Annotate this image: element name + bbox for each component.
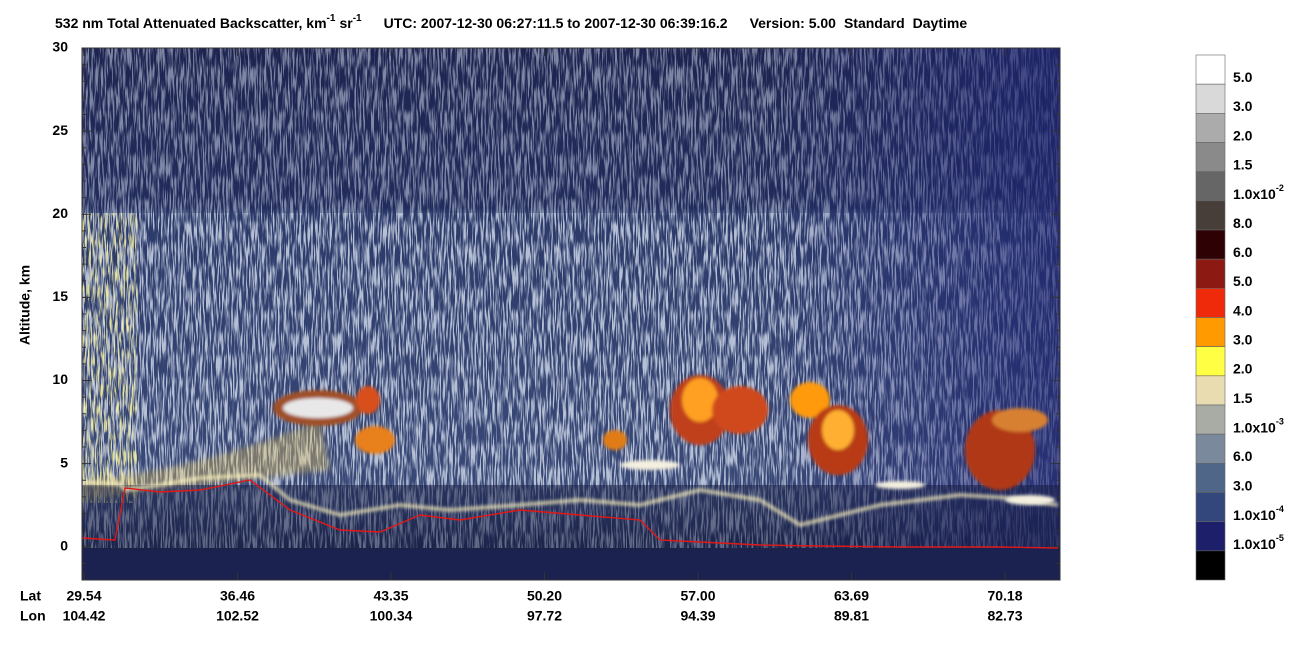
colorbar-swatch xyxy=(1195,113,1226,143)
colorbar-label-base: 1.0x10 xyxy=(1233,186,1276,202)
colorbar-label-base: 1.0x10 xyxy=(1233,536,1276,552)
colorbar-label-superscript: -5 xyxy=(1276,533,1284,543)
title-text: Standard xyxy=(844,15,905,31)
x-tick-label-lat: 36.46 xyxy=(220,588,255,604)
colorbar-swatch xyxy=(1195,550,1226,581)
title-text: Daytime xyxy=(913,15,968,31)
title-text: sr xyxy=(339,15,353,31)
x-row-name: Lon xyxy=(20,608,46,624)
colorbar-swatch xyxy=(1195,258,1226,289)
colorbar-label: 1.5 xyxy=(1233,390,1253,406)
colorbar-swatch xyxy=(1195,54,1226,85)
chart-title: 532 nm Total Attenuated Backscatter, km-… xyxy=(55,13,967,31)
colorbar-swatch xyxy=(1195,404,1226,435)
colorbar-label: 6.0 xyxy=(1233,244,1253,260)
x-tick-label-lon: 89.81 xyxy=(834,608,869,624)
colorbar-label: 3.0 xyxy=(1233,477,1253,493)
colorbar-label-superscript: -3 xyxy=(1276,417,1284,427)
x-tick-label-lat: 43.35 xyxy=(373,588,408,604)
colorbar-label: 1.0x10-4 xyxy=(1233,504,1284,522)
x-tick-label-lon: 97.72 xyxy=(527,608,562,624)
colorbar-label-superscript: -4 xyxy=(1276,504,1284,514)
colorbar-label: 8.0 xyxy=(1233,215,1253,231)
colorbar-label: 1.0x10-3 xyxy=(1233,417,1284,435)
colorbar-swatch xyxy=(1195,492,1226,522)
colorbar-label-base: 1.0x10 xyxy=(1233,419,1276,435)
title-text: 532 nm Total Attenuated Backscatter, km xyxy=(55,15,327,31)
x-tick-label-lat: 57.00 xyxy=(680,588,715,604)
colorbar-label-superscript: -2 xyxy=(1276,183,1284,193)
y-tick-label: 10 xyxy=(52,371,68,387)
y-tick-label: 30 xyxy=(52,39,68,55)
x-tick-label-lon: 100.34 xyxy=(370,608,413,624)
colorbar-swatch xyxy=(1195,433,1226,464)
y-tick-label: 15 xyxy=(52,288,68,304)
colorbar-label: 2.0 xyxy=(1233,361,1253,377)
backscatter-image xyxy=(82,48,1060,580)
colorbar-swatch xyxy=(1195,288,1226,318)
x-tick-label-lat: 63.69 xyxy=(834,588,869,604)
colorbar-swatch xyxy=(1195,200,1226,231)
x-tick-label-lon: 104.42 xyxy=(63,608,106,624)
colorbar-label: 3.0 xyxy=(1233,332,1253,348)
colorbar-label: 5.0 xyxy=(1233,273,1253,289)
colorbar-label: 2.0 xyxy=(1233,127,1253,143)
colorbar-swatch xyxy=(1195,521,1226,552)
y-tick-label: 20 xyxy=(52,205,68,221)
x-tick-label-lon: 82.73 xyxy=(987,608,1022,624)
y-axis-label: Altitude, km xyxy=(17,265,33,345)
colorbar-swatch xyxy=(1195,317,1226,347)
colorbar-label: 1.0x10-2 xyxy=(1233,183,1284,201)
colorbar-label: 3.0 xyxy=(1233,98,1253,114)
y-tick-label: 0 xyxy=(60,537,68,553)
x-tick-label-lon: 94.39 xyxy=(680,608,715,624)
x-tick-label-lat: 29.54 xyxy=(66,588,101,604)
colorbar-label: 4.0 xyxy=(1233,302,1253,318)
title-superscript: -1 xyxy=(353,13,362,24)
colorbar-label: 1.0x10-5 xyxy=(1233,533,1284,551)
colorbar-label: 6.0 xyxy=(1233,448,1253,464)
y-tick-label: 5 xyxy=(60,454,68,470)
colorbar-swatch xyxy=(1195,463,1226,493)
colorbar-label: 5.0 xyxy=(1233,69,1253,85)
colorbar-label-base: 1.0x10 xyxy=(1233,507,1276,523)
x-tick-label-lat: 50.20 xyxy=(527,588,562,604)
x-row-name: Lat xyxy=(20,588,41,604)
colorbar-swatch xyxy=(1195,171,1226,202)
title-text: Version: 5.00 xyxy=(750,15,837,31)
x-tick-label-lat: 70.18 xyxy=(987,588,1022,604)
title-text: UTC: 2007-12-30 06:27:11.5 to 2007-12-30… xyxy=(384,15,728,31)
colorbar-label: 1.5 xyxy=(1233,157,1253,173)
colorbar-swatch xyxy=(1195,142,1226,172)
colorbar-swatch xyxy=(1195,229,1226,260)
colorbar-swatch xyxy=(1195,375,1226,406)
title-superscript: -1 xyxy=(327,13,336,24)
y-tick-label: 25 xyxy=(52,122,68,138)
colorbar-swatch xyxy=(1195,346,1226,377)
colorbar-swatch xyxy=(1195,83,1226,114)
x-tick-label-lon: 102.52 xyxy=(216,608,259,624)
